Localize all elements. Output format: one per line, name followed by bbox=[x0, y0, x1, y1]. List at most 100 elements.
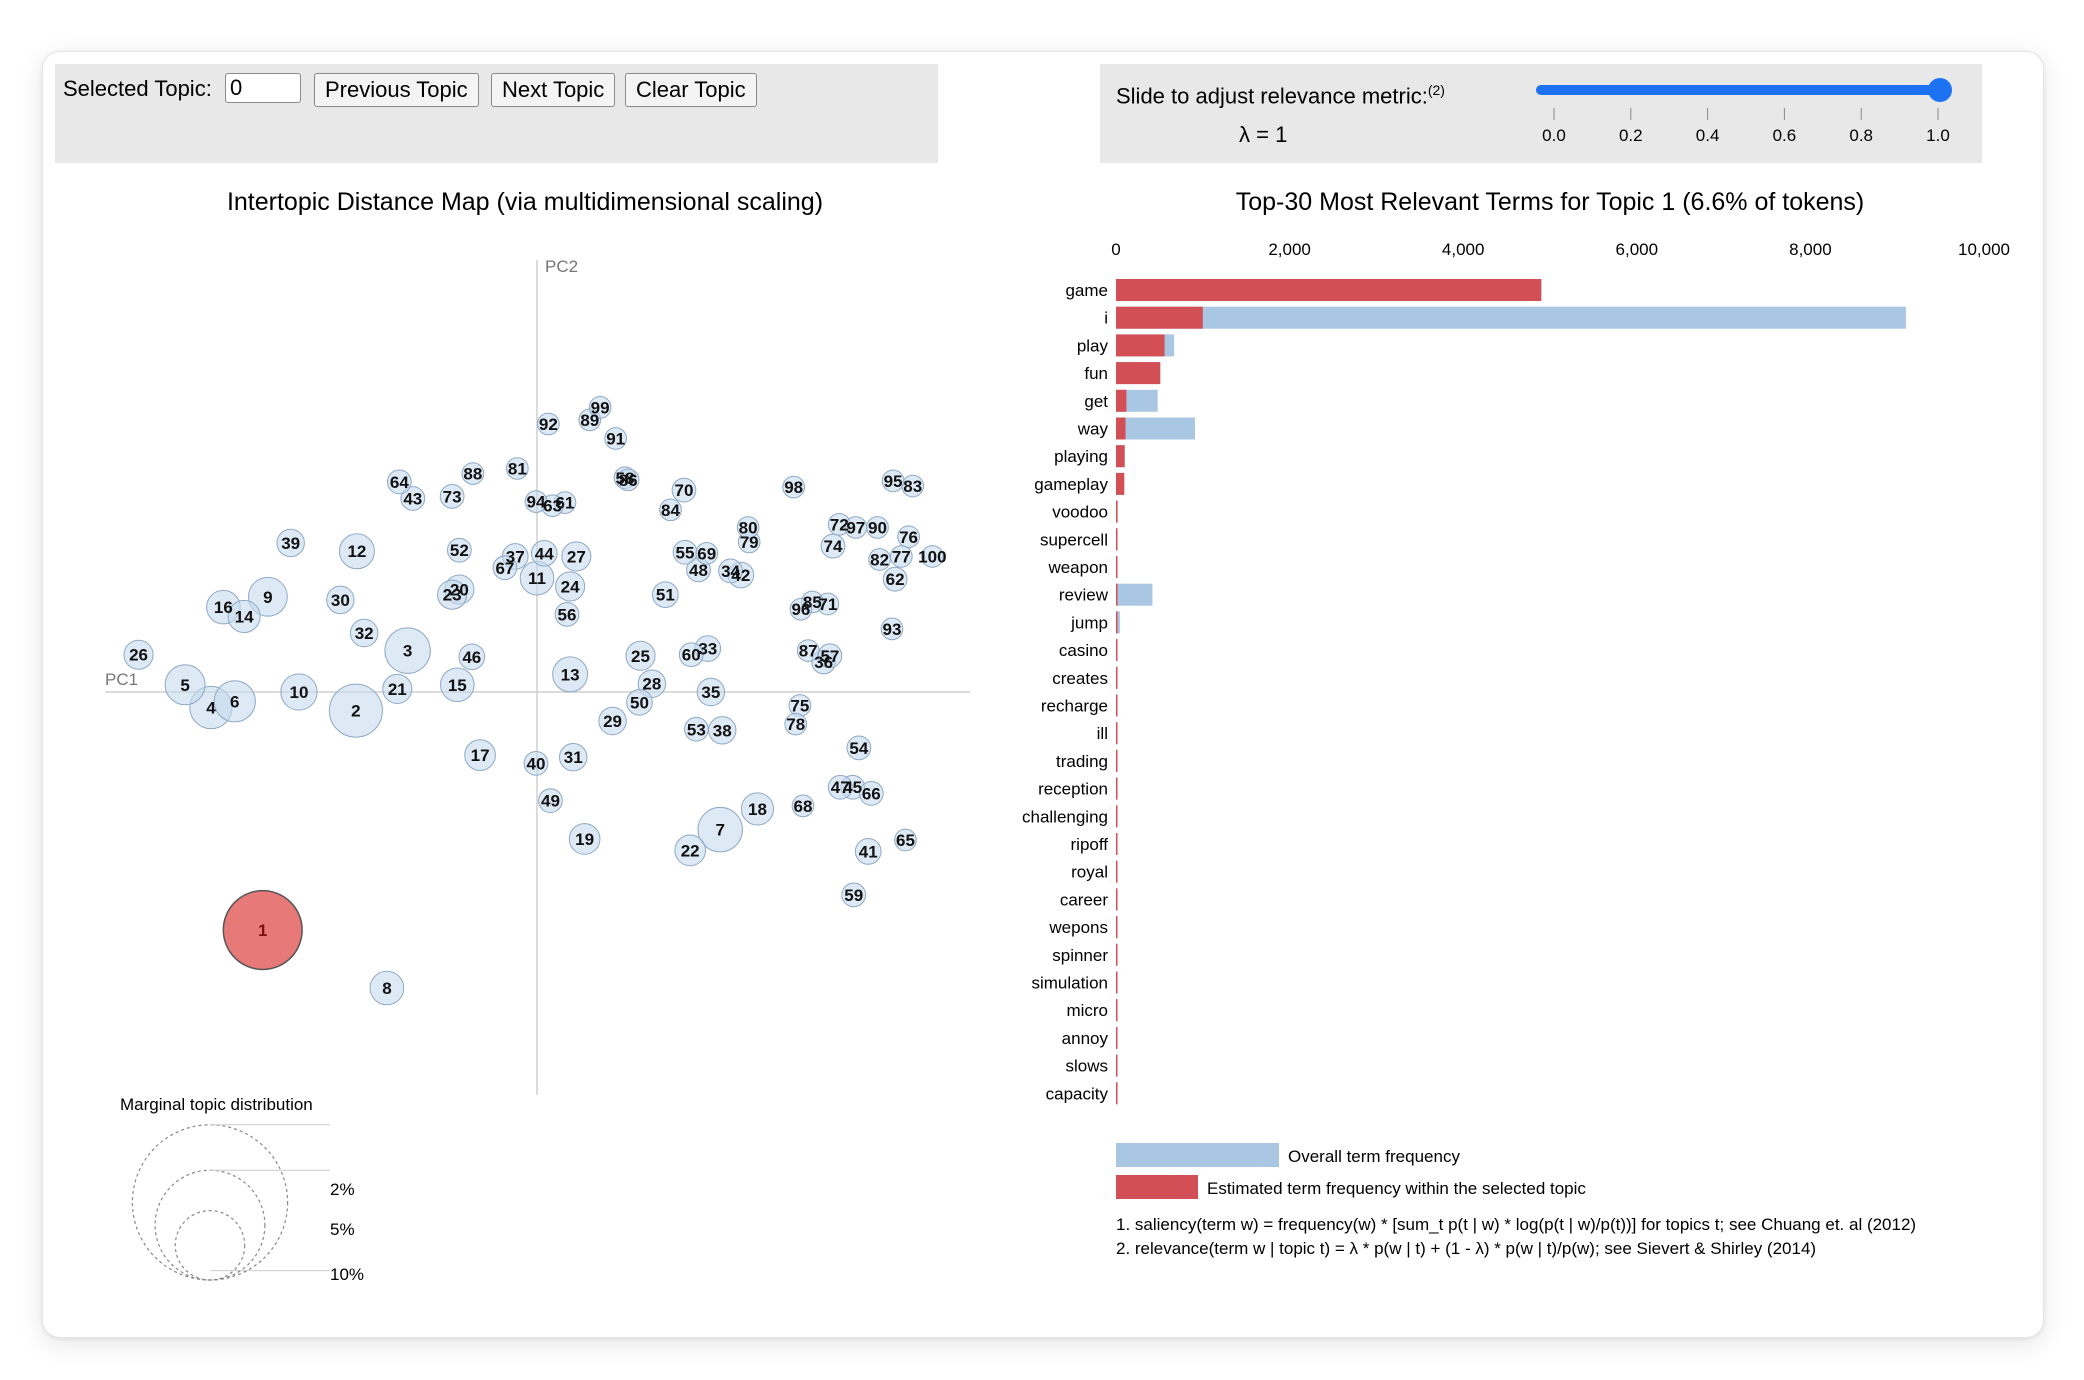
topic-circle-92[interactable] bbox=[537, 412, 560, 436]
topic-circle-26[interactable] bbox=[123, 639, 154, 670]
topic-circle-81[interactable] bbox=[505, 457, 529, 480]
topic-circle-8[interactable] bbox=[369, 970, 405, 1006]
topic-circle-67[interactable] bbox=[492, 555, 518, 581]
topic-circle-66[interactable] bbox=[858, 781, 884, 806]
pc1-label: PC1 bbox=[105, 670, 138, 689]
topic-circle-6[interactable] bbox=[213, 680, 256, 723]
topic-circle-9[interactable] bbox=[248, 576, 288, 617]
topic-circle-41[interactable] bbox=[854, 838, 882, 865]
topic-circle-19[interactable] bbox=[568, 823, 601, 855]
topic-circle-18[interactable] bbox=[740, 792, 775, 826]
topic-circle-60[interactable] bbox=[678, 642, 704, 668]
topic-circle-46[interactable] bbox=[458, 643, 486, 671]
topic-label-95: 95 bbox=[884, 472, 903, 491]
topic-circle-53[interactable] bbox=[684, 716, 709, 742]
topic-circle-52[interactable] bbox=[446, 537, 472, 563]
topic-circle-35[interactable] bbox=[696, 677, 726, 707]
mds-title: Intertopic Distance Map (via multidimens… bbox=[227, 188, 823, 216]
topic-circle-44[interactable] bbox=[530, 539, 558, 567]
slider-tick-label: 0.0 bbox=[1542, 126, 1566, 145]
topic-label-32: 32 bbox=[355, 624, 374, 643]
topic-circle-15[interactable] bbox=[440, 667, 475, 703]
overall-bar-i bbox=[1116, 306, 1906, 329]
topic-circle-65[interactable] bbox=[894, 828, 917, 852]
topic-circle-99[interactable] bbox=[588, 396, 612, 419]
topic-label-18: 18 bbox=[748, 800, 767, 819]
topic-circle-17[interactable] bbox=[464, 739, 496, 771]
topic-circle-49[interactable] bbox=[538, 788, 563, 814]
topic-circle-27[interactable] bbox=[561, 541, 592, 572]
topic-circle-88[interactable] bbox=[461, 462, 485, 485]
topic-circle-74[interactable] bbox=[820, 533, 846, 559]
topic-circle-34[interactable] bbox=[718, 558, 743, 584]
topic-circle-2[interactable] bbox=[328, 683, 383, 738]
topic-circle-94[interactable] bbox=[524, 490, 548, 513]
topic-circle-25[interactable] bbox=[625, 640, 656, 671]
topic-circle-59[interactable] bbox=[841, 882, 867, 908]
relevance-slider[interactable]: 0.0 0.2 0.4 0.6 0.8 1.0 bbox=[1100, 64, 1982, 163]
topic-circle-50[interactable] bbox=[626, 689, 653, 716]
topic-circle-76[interactable] bbox=[897, 525, 920, 549]
topic-circle-51[interactable] bbox=[652, 581, 679, 609]
topic-circle-95[interactable] bbox=[881, 469, 905, 493]
topic-circle-14[interactable] bbox=[227, 599, 261, 634]
topic-circle-1[interactable] bbox=[222, 889, 303, 971]
overall-bar-way bbox=[1116, 417, 1195, 440]
topic-bar-annoy bbox=[1116, 1026, 1118, 1049]
topic-label-16: 16 bbox=[214, 598, 233, 617]
topic-circle-22[interactable] bbox=[674, 834, 707, 867]
slider-handle[interactable] bbox=[1928, 78, 1952, 102]
relevance-controls: Slide to adjust relevance metric:(2) λ =… bbox=[1100, 64, 1982, 163]
topic-circle-54[interactable] bbox=[846, 735, 872, 761]
topic-label-13: 13 bbox=[561, 665, 580, 684]
topic-circle-56[interactable] bbox=[554, 601, 580, 627]
topic-circle-24[interactable] bbox=[555, 571, 586, 602]
intertopic-distance-map: Intertopic Distance Map (via multidimens… bbox=[105, 188, 970, 1284]
topic-circle-86[interactable] bbox=[616, 468, 640, 492]
topic-circle-82[interactable] bbox=[868, 548, 891, 571]
topic-circle-84[interactable] bbox=[659, 498, 682, 522]
topic-circle-68[interactable] bbox=[791, 794, 815, 818]
topic-circle-97[interactable] bbox=[844, 516, 868, 539]
topic-circle-23[interactable] bbox=[437, 579, 468, 610]
topic-circle-91[interactable] bbox=[604, 427, 628, 450]
topic-circle-96[interactable] bbox=[789, 597, 813, 621]
topic-circle-40[interactable] bbox=[523, 751, 549, 776]
topic-circle-39[interactable] bbox=[276, 528, 305, 558]
topic-circle-64[interactable] bbox=[386, 469, 412, 495]
next-topic-button[interactable]: Next Topic bbox=[491, 73, 616, 107]
topic-label-27: 27 bbox=[567, 547, 586, 566]
topic-circle-31[interactable] bbox=[559, 742, 588, 772]
selected-topic-input[interactable] bbox=[225, 73, 301, 103]
topic-circle-30[interactable] bbox=[326, 585, 355, 615]
topic-circle-13[interactable] bbox=[552, 656, 589, 693]
topic-circle-7[interactable] bbox=[697, 806, 743, 853]
topic-bar-way bbox=[1116, 417, 1126, 440]
topic-circle-69[interactable] bbox=[695, 541, 719, 565]
topic-circle-43[interactable] bbox=[400, 486, 426, 511]
topic-circle-80[interactable] bbox=[736, 516, 760, 539]
legend-label-2: 2% bbox=[330, 1180, 355, 1199]
topic-circle-32[interactable] bbox=[349, 618, 379, 648]
topic-label-55: 55 bbox=[676, 543, 695, 562]
topic-label-80: 80 bbox=[739, 518, 758, 537]
topic-circle-87[interactable] bbox=[796, 639, 820, 662]
topic-circle-93[interactable] bbox=[880, 617, 904, 641]
topic-circle-47[interactable] bbox=[827, 774, 853, 800]
topic-circle-12[interactable] bbox=[338, 533, 375, 570]
topic-circle-5[interactable] bbox=[164, 664, 206, 706]
topic-circle-3[interactable] bbox=[384, 627, 431, 674]
topic-circle-98[interactable] bbox=[782, 475, 806, 499]
topic-label-41: 41 bbox=[859, 842, 878, 861]
topic-circle-73[interactable] bbox=[439, 484, 465, 509]
topic-circle-29[interactable] bbox=[598, 706, 627, 736]
topic-circle-62[interactable] bbox=[882, 566, 908, 592]
clear-topic-button[interactable]: Clear Topic bbox=[625, 73, 757, 107]
term-label-play: play bbox=[1077, 336, 1109, 355]
topic-circle-10[interactable] bbox=[280, 673, 318, 711]
topic-circle-21[interactable] bbox=[382, 673, 413, 704]
topic-circle-70[interactable] bbox=[671, 477, 697, 503]
previous-topic-button[interactable]: Previous Topic bbox=[314, 73, 479, 107]
topic-circle-78[interactable] bbox=[784, 712, 808, 736]
topic-circle-100[interactable] bbox=[921, 545, 944, 568]
